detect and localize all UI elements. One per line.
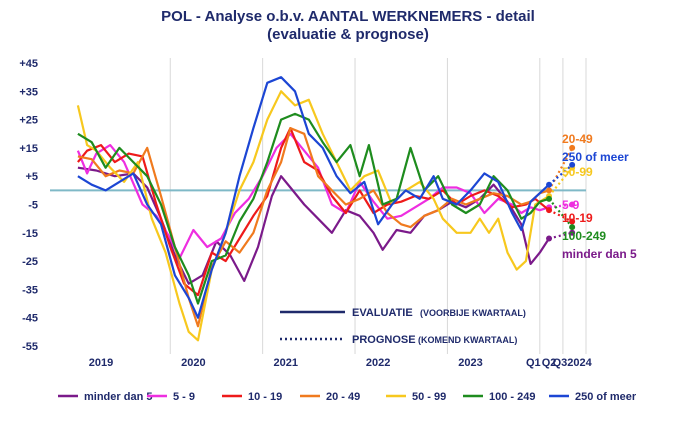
gridlines xyxy=(50,58,587,354)
x-tick-label: 2019 xyxy=(89,357,113,369)
end-labels: minder dan 5 5-910-19 20-49 50-99 100-249 250… xyxy=(562,132,637,261)
y-tick-label: -45 xyxy=(22,313,38,325)
x-tick-label: 2020 xyxy=(181,357,205,369)
data-point xyxy=(546,195,553,202)
legend-label: 20 - 49 xyxy=(326,391,360,403)
forecast-point xyxy=(569,229,576,236)
forecast-line xyxy=(548,167,573,197)
x-tick-label: Q1 xyxy=(526,357,541,369)
series-line xyxy=(76,90,550,342)
x-tick-label: 2022 xyxy=(366,357,390,369)
y-tick-label: -35 xyxy=(22,284,38,296)
series-line xyxy=(77,112,550,305)
series-end-label: 50-99 xyxy=(562,165,593,179)
series-end-label: 250 of meer xyxy=(562,150,629,164)
forecast-line xyxy=(548,203,573,209)
chart-title: POL - Analyse o.b.v. AANTAL WERKNEMERS -… xyxy=(0,8,696,44)
legend-label: 5 - 9 xyxy=(173,391,195,403)
forecast-point xyxy=(569,201,576,208)
legend-label: 50 - 99 xyxy=(412,391,446,403)
y-tick-label: +25 xyxy=(19,115,38,127)
y-tick-label: +5 xyxy=(25,171,38,183)
data-point xyxy=(546,235,553,242)
x-tick-label: Q2 xyxy=(542,357,557,369)
forecast-line xyxy=(548,164,573,186)
series-line xyxy=(77,127,550,297)
subtitle-line: (evaluatie & prognose) xyxy=(267,26,429,43)
x-tick-label: 2021 xyxy=(273,357,297,369)
title-line: POL - Analyse o.b.v. AANTAL WERKNEMERS -… xyxy=(161,8,535,25)
evaluatie-key-text: EVALUATIE xyxy=(352,307,413,319)
data-point xyxy=(546,207,553,214)
data-point xyxy=(546,181,553,188)
series-line xyxy=(77,127,550,328)
series-lines xyxy=(76,76,576,342)
prognose-key-text: PROGNOSE xyxy=(352,334,416,346)
x-tick-label: 2023 xyxy=(458,357,482,369)
y-tick-label: -5 xyxy=(28,200,38,212)
y-tick-label: -55 xyxy=(22,341,38,353)
legend-label: minder dan 5 xyxy=(84,391,152,403)
forecast-line xyxy=(548,231,573,240)
series-end-label: 100-249 xyxy=(562,229,606,243)
y-tick-label: -25 xyxy=(22,256,38,268)
y-tick-label: +15 xyxy=(19,143,38,155)
forecast-point xyxy=(569,218,576,225)
series-end-label: 10-19 xyxy=(562,211,593,225)
evaluatie-key-sub: (VOORBIJE KWARTAAL) xyxy=(420,308,526,318)
x-tick-label: Q32024 xyxy=(553,357,593,369)
forecast-point xyxy=(569,224,576,231)
forecast-line xyxy=(548,147,574,191)
series-end-label: minder dan 5 xyxy=(562,247,637,261)
series-end-label: 5-9 xyxy=(562,198,580,212)
y-tick-label: +35 xyxy=(19,86,38,98)
series-end-label: 20-49 xyxy=(562,132,593,146)
legend-label: 250 of meer xyxy=(575,391,637,403)
legend-label: 100 - 249 xyxy=(489,391,535,403)
series-line xyxy=(77,166,550,285)
forecast-line xyxy=(548,209,573,223)
forecast-point xyxy=(569,161,576,168)
legend-label: 10 - 19 xyxy=(248,391,282,403)
forecast-line xyxy=(548,198,573,228)
forecast-point xyxy=(569,144,576,151)
data-point xyxy=(546,187,553,194)
line-style-key: EVALUATIE (VOORBIJE KWARTAAL) PROGNOSE (… xyxy=(280,307,526,346)
y-tick-label: +45 xyxy=(19,58,38,70)
series-line xyxy=(77,76,550,319)
legend: minder dan 5 5 - 9 10 - 19 20 - 49 50 - 99 10… xyxy=(58,391,637,403)
y-axis: +45 +35 +25 +15 +5 -5 -15 -25 -35 -45 -55 xyxy=(19,58,38,353)
y-tick-label: -15 xyxy=(22,228,38,240)
prognose-key-sub: (KOMEND KWARTAAL) xyxy=(418,335,517,345)
